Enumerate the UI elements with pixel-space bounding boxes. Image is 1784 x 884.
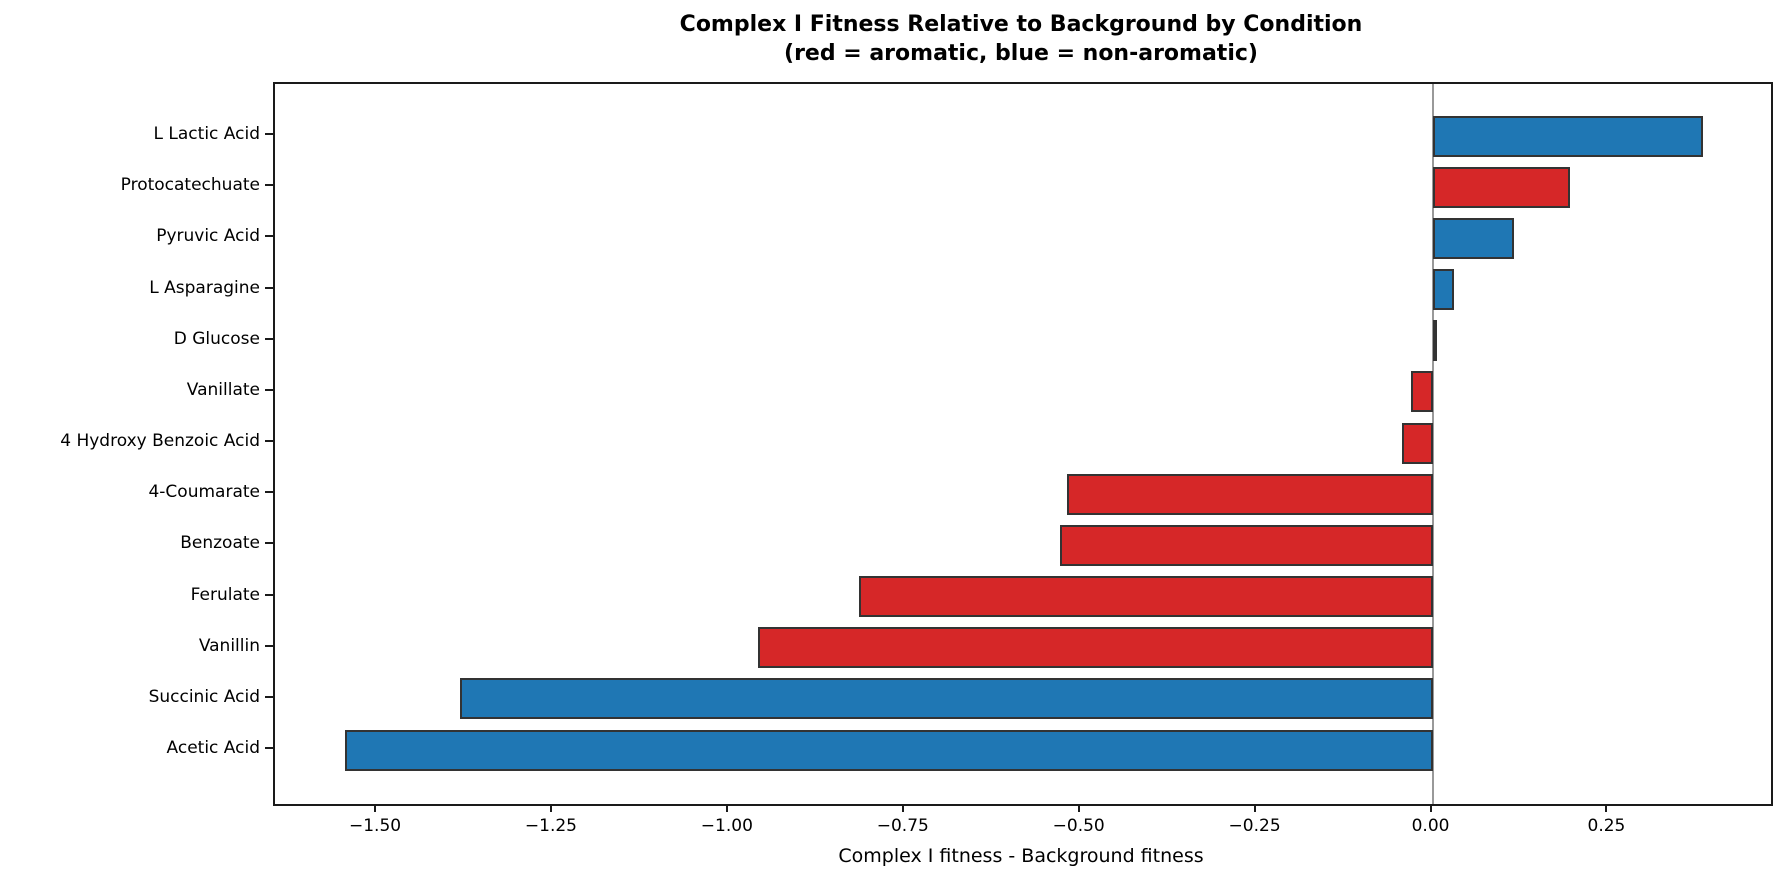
bar-4-coumarate bbox=[1066, 473, 1433, 515]
bar-vanillin bbox=[757, 627, 1433, 669]
y-tick-mark bbox=[265, 235, 273, 238]
y-tick-mark bbox=[265, 388, 273, 391]
x-tick-label: −0.25 bbox=[1228, 816, 1281, 836]
x-tick-mark bbox=[1605, 804, 1608, 812]
x-tick-label: 0.25 bbox=[1587, 816, 1626, 836]
bar-pyruvic-acid bbox=[1432, 217, 1515, 259]
y-tick-label: D Glucose bbox=[173, 328, 260, 349]
chart-title: Complex I Fitness Relative to Background… bbox=[679, 12, 1363, 37]
y-tick-label: Vanillate bbox=[186, 379, 260, 400]
x-tick-label: 0.00 bbox=[1411, 816, 1450, 836]
x-tick-label: −0.75 bbox=[876, 816, 929, 836]
x-tick-mark bbox=[901, 804, 904, 812]
chart-title-block: Complex I Fitness Relative to Background… bbox=[680, 10, 1363, 68]
y-tick-mark bbox=[265, 542, 273, 545]
y-tick-label: 4-Coumarate bbox=[148, 482, 260, 503]
y-tick-label: Vanillin bbox=[198, 635, 260, 656]
bar-ferulate bbox=[859, 576, 1433, 617]
bar-benzoate bbox=[1059, 524, 1433, 566]
bar-l-lactic-acid bbox=[1432, 115, 1704, 157]
bar-l-asparagine bbox=[1432, 269, 1455, 310]
bar-4-hydroxy-benzoic-acid bbox=[1401, 422, 1433, 464]
y-tick-label: L Lactic Acid bbox=[153, 124, 260, 144]
bar-d-glucose bbox=[1432, 320, 1437, 362]
bar-vanillate bbox=[1411, 371, 1433, 413]
y-tick-mark bbox=[265, 184, 273, 187]
x-tick-mark bbox=[1429, 804, 1432, 812]
zero-line bbox=[1431, 84, 1434, 804]
chart-subtitle: (red = aromatic, blue = non-aromatic) bbox=[784, 41, 1258, 66]
y-tick-mark bbox=[265, 286, 273, 289]
bar-protocatechuate bbox=[1432, 166, 1570, 208]
x-tick-label: −1.00 bbox=[700, 816, 753, 836]
y-tick-mark bbox=[265, 440, 273, 442]
x-tick-mark bbox=[725, 804, 728, 812]
x-tick-label: −1.50 bbox=[348, 816, 402, 836]
y-tick-label: Ferulate bbox=[190, 584, 260, 605]
y-tick-mark bbox=[265, 491, 273, 494]
y-tick-label: Benzoate bbox=[180, 533, 260, 554]
y-tick-mark bbox=[265, 593, 273, 596]
y-tick-label: L Asparagine bbox=[149, 277, 260, 298]
x-tick-mark bbox=[374, 804, 377, 812]
y-tick-label: Pyruvic Acid bbox=[156, 226, 260, 247]
x-axis-label: Complex I fitness - Background fitness bbox=[838, 845, 1204, 867]
y-tick-mark bbox=[265, 337, 273, 340]
x-tick-mark bbox=[1077, 804, 1080, 812]
y-tick-mark bbox=[265, 695, 273, 698]
plot-area bbox=[273, 82, 1773, 806]
x-tick-mark bbox=[549, 804, 552, 812]
y-tick-mark bbox=[265, 644, 273, 647]
y-tick-label: Succinic Acid bbox=[148, 686, 260, 707]
bar-succinic-acid bbox=[460, 678, 1433, 720]
x-tick-label: −0.50 bbox=[1052, 816, 1105, 836]
y-tick-mark bbox=[265, 133, 273, 135]
bar-acetic-acid bbox=[344, 729, 1433, 771]
y-tick-mark bbox=[265, 747, 273, 749]
x-tick-mark bbox=[1253, 804, 1256, 812]
y-tick-label: Acetic Acid bbox=[166, 738, 260, 758]
y-tick-label: Protocatechuate bbox=[120, 175, 260, 196]
y-tick-label: 4 Hydroxy Benzoic Acid bbox=[60, 431, 260, 451]
x-tick-label: −1.25 bbox=[524, 816, 577, 836]
